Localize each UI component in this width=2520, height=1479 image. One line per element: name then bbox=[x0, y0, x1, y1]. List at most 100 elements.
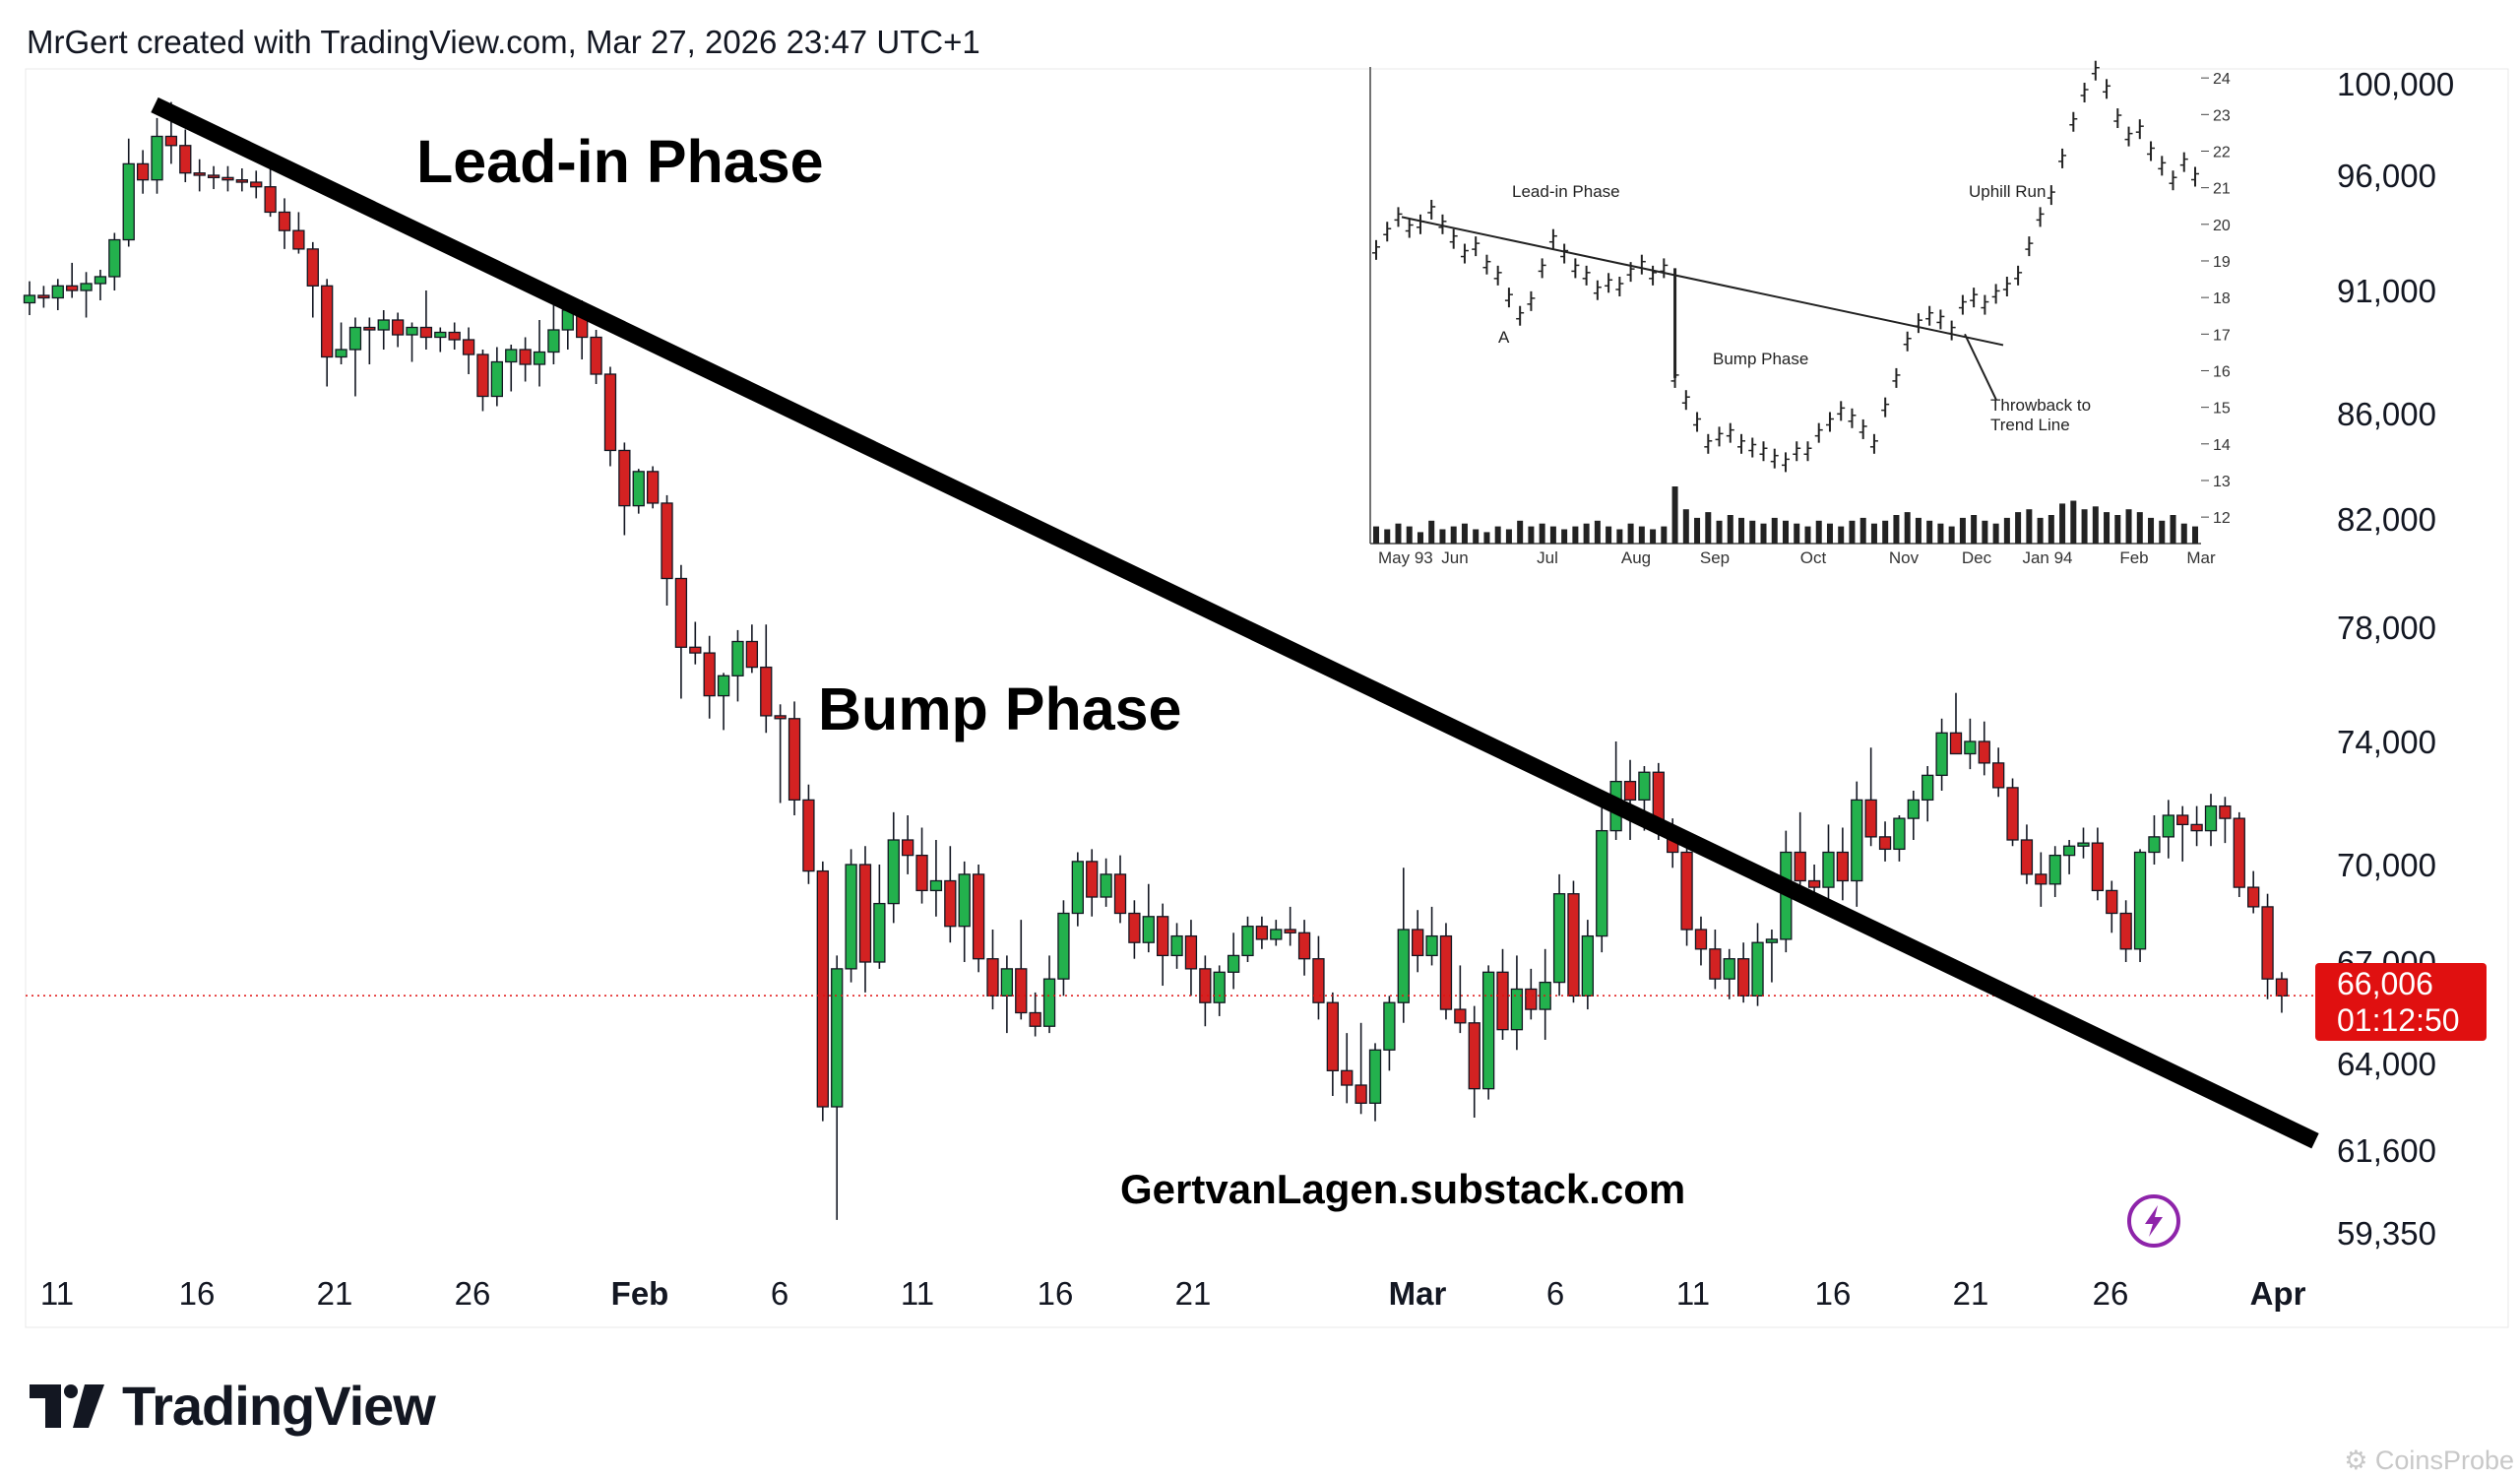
candle-body bbox=[1354, 1084, 1367, 1104]
inset-price-bar bbox=[2124, 126, 2133, 147]
inset-price-bar bbox=[2058, 148, 2067, 168]
inset-x-label: Nov bbox=[1889, 548, 1920, 567]
candle-body bbox=[1042, 978, 1056, 1027]
candle bbox=[2119, 900, 2132, 962]
candle bbox=[406, 322, 418, 362]
inset-volume-bar bbox=[1428, 520, 1435, 544]
candle-body bbox=[1383, 1001, 1396, 1051]
candle-body bbox=[1510, 988, 1524, 1031]
inset-x-label: May 93 bbox=[1378, 548, 1433, 567]
candle bbox=[391, 312, 405, 348]
candle-body bbox=[1397, 929, 1410, 1003]
inset-volume-bar bbox=[1849, 520, 1856, 544]
candle-body bbox=[1992, 762, 2005, 789]
tradingview-logo-icon bbox=[30, 1383, 104, 1428]
inset-volume-bar bbox=[1705, 512, 1712, 544]
y-tick-label: 86,000 bbox=[2337, 396, 2436, 432]
candle bbox=[972, 865, 985, 973]
candle-body bbox=[462, 339, 475, 355]
lightning-icon[interactable] bbox=[2127, 1194, 2180, 1248]
inset-volume-bar bbox=[2081, 509, 2088, 544]
candle bbox=[1383, 996, 1396, 1071]
candle-body bbox=[1694, 929, 1708, 950]
candle-body bbox=[80, 283, 93, 291]
inset-volume-bar bbox=[1749, 520, 1756, 544]
candle bbox=[1000, 955, 1014, 1034]
inset-volume-bar bbox=[2059, 503, 2066, 544]
inset-volume-bar bbox=[2092, 506, 2099, 544]
chart-frame bbox=[25, 68, 2509, 1328]
inset-price-bar bbox=[1416, 214, 1424, 234]
inset-volume-bar bbox=[1395, 523, 1402, 544]
inset-y-label: 12 bbox=[2213, 510, 2231, 527]
candle-body bbox=[1596, 829, 1608, 937]
candles-layer bbox=[23, 101, 2323, 1220]
candle bbox=[94, 269, 107, 300]
y-tick-label: 91,000 bbox=[2337, 273, 2436, 309]
candle-body bbox=[377, 319, 390, 331]
inset-y-label: 22 bbox=[2213, 144, 2231, 161]
candle-body bbox=[1170, 934, 1183, 957]
candle-body bbox=[2006, 787, 2019, 841]
candle-body bbox=[1949, 732, 1963, 755]
candle bbox=[1341, 1033, 1354, 1104]
candle-body bbox=[972, 873, 985, 960]
candle-body bbox=[1468, 1022, 1480, 1090]
candle-body bbox=[1822, 851, 1835, 888]
candle bbox=[1142, 883, 1155, 953]
price-axis[interactable]: 100,000 96,000 91,000 86,000 82,000 78,000 74,… bbox=[2337, 66, 2454, 1252]
time-axis[interactable]: 11 16 21 26 Feb 6 11 16 21 Mar 6 11 16 21 26 Apr bbox=[40, 1275, 2306, 1312]
inset-label: Throwback to bbox=[1990, 396, 2091, 415]
candle bbox=[51, 279, 64, 310]
tradingview-logo[interactable]: TradingView bbox=[30, 1374, 436, 1438]
candle bbox=[2275, 972, 2289, 1013]
y-tick-label: 61,600 bbox=[2337, 1132, 2436, 1169]
inset-price-bar bbox=[2014, 265, 2023, 286]
inset-volume-bar bbox=[1373, 526, 1379, 544]
candle-body bbox=[1922, 774, 1934, 802]
candle bbox=[2176, 805, 2189, 862]
candle bbox=[377, 310, 390, 350]
candle bbox=[1992, 747, 2005, 798]
x-tick-label: 16 bbox=[179, 1275, 216, 1312]
candle-body bbox=[1454, 1008, 1467, 1024]
candle-body bbox=[760, 666, 773, 717]
candle bbox=[1255, 916, 1269, 949]
candle bbox=[2035, 852, 2048, 907]
candle-body bbox=[902, 839, 914, 857]
inset-price-bar bbox=[1715, 426, 1724, 447]
candle bbox=[717, 673, 730, 731]
inset-price-bar bbox=[1869, 433, 1878, 454]
candle-body bbox=[2148, 836, 2161, 854]
candle bbox=[1949, 692, 1963, 755]
candle bbox=[1213, 965, 1226, 1016]
inset-volume-bar bbox=[2148, 517, 2155, 544]
candle-body bbox=[94, 276, 107, 285]
candle bbox=[1029, 992, 1041, 1037]
candle-body bbox=[816, 869, 829, 1108]
candle-body bbox=[2035, 873, 2048, 885]
candle-body bbox=[1567, 893, 1580, 997]
candle-body bbox=[250, 181, 263, 188]
x-tick-label: 11 bbox=[1676, 1275, 1710, 1312]
candle bbox=[873, 865, 886, 969]
candle bbox=[674, 564, 688, 699]
candle-body bbox=[136, 162, 150, 181]
candle-body bbox=[689, 646, 702, 654]
inset-price-bar bbox=[1981, 294, 1989, 315]
candle bbox=[689, 621, 702, 665]
inset-volume-bar bbox=[2048, 515, 2054, 544]
candle bbox=[703, 635, 716, 719]
inset-price-bar bbox=[1504, 288, 1513, 308]
candle bbox=[802, 784, 815, 884]
candle bbox=[1623, 759, 1637, 840]
candle bbox=[1709, 930, 1722, 990]
candle-body bbox=[1878, 836, 1892, 851]
candle-body bbox=[1723, 958, 1735, 980]
candle-body bbox=[1086, 861, 1099, 898]
candle bbox=[1751, 923, 1764, 1006]
y-tick-label: 74,000 bbox=[2337, 724, 2436, 760]
inset-volume-bar bbox=[1937, 523, 1944, 544]
inset-volume-bar bbox=[1882, 520, 1889, 544]
